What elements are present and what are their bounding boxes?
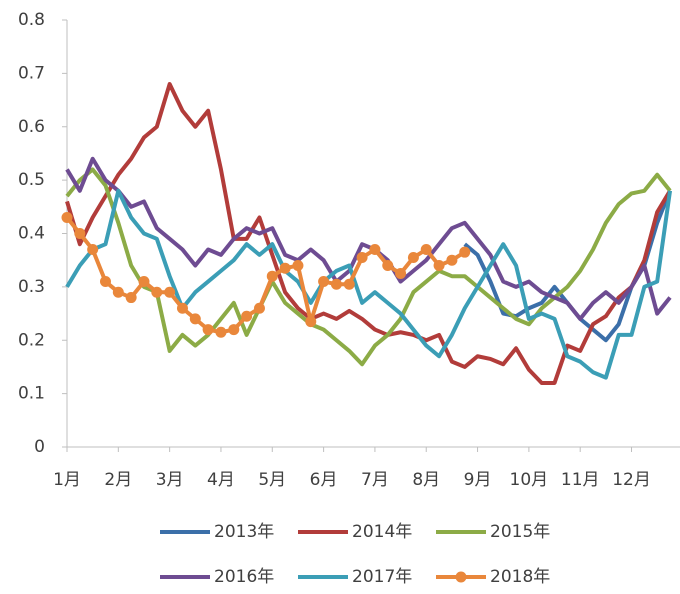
point [318, 276, 330, 288]
point [151, 286, 163, 298]
x-tick-label: 12月 [612, 470, 651, 490]
point [215, 326, 227, 338]
legend-label: 2014年 [352, 522, 412, 542]
point [189, 313, 201, 325]
y-tick-label: 0 [34, 437, 45, 457]
point [138, 276, 150, 288]
series-line [65, 156, 672, 321]
point [202, 324, 214, 336]
point [74, 228, 86, 239]
point [356, 252, 368, 264]
point [433, 260, 445, 272]
point [330, 278, 342, 290]
x-tick-label: 6月 [310, 470, 338, 490]
y-tick-label: 0.1 [18, 384, 45, 404]
x-tick-label: 4月 [207, 470, 235, 490]
point [279, 262, 291, 274]
y-tick-label: 0.2 [18, 330, 45, 350]
point [343, 278, 355, 290]
legend-label: 2013年 [214, 522, 274, 542]
y-tick-label: 0.4 [18, 224, 45, 244]
x-tick-label: 9月 [464, 470, 492, 490]
legend-label: 2015年 [490, 522, 550, 542]
point [125, 292, 137, 304]
y-tick-label: 0.5 [18, 170, 45, 190]
point [369, 244, 381, 256]
x-tick-label: 1月 [53, 470, 81, 490]
x-tick-label: 5月 [258, 470, 286, 490]
point [241, 310, 253, 322]
x-tick-label: 11月 [561, 470, 600, 490]
legend-marker [455, 571, 467, 583]
point [61, 211, 73, 223]
point [420, 244, 432, 256]
point [305, 316, 317, 328]
series-line [65, 82, 672, 385]
y-tick-label: 0.7 [18, 63, 45, 83]
x-tick-label: 2月 [104, 470, 132, 490]
x-tick-label: 8月 [412, 470, 440, 490]
y-tick-label: 0.8 [18, 10, 45, 30]
point [253, 302, 265, 314]
point [112, 286, 124, 298]
point [228, 324, 240, 336]
x-tick-label: 3月 [156, 470, 184, 490]
series-line [65, 167, 672, 367]
legend-label: 2018年 [490, 567, 550, 587]
point [292, 260, 304, 272]
series-line [65, 188, 672, 380]
y-tick-label: 0.6 [18, 117, 45, 137]
point [407, 252, 419, 264]
point [382, 260, 394, 272]
point [266, 270, 278, 282]
point [395, 268, 407, 280]
legend-label: 2016年 [214, 567, 274, 587]
point [87, 244, 99, 256]
point [164, 286, 176, 298]
x-tick-label: 10月 [510, 470, 549, 490]
point [99, 276, 111, 288]
point [459, 246, 471, 258]
y-tick-label: 0.3 [18, 277, 45, 297]
point [176, 302, 188, 314]
x-tick-label: 7月 [361, 470, 389, 490]
legend-label: 2017年 [352, 567, 412, 587]
point [446, 254, 458, 266]
